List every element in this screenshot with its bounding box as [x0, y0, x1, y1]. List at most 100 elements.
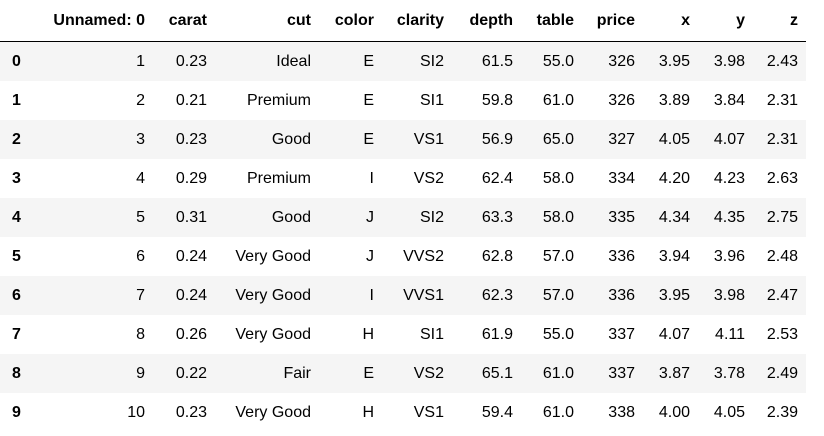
table-cell: 0.31	[175, 208, 207, 226]
table-cell: SI2	[419, 208, 444, 226]
table-cell: J	[366, 208, 374, 226]
table-cell: VS1	[413, 403, 444, 421]
row-index: 9	[12, 403, 21, 421]
table-cell: 4.34	[658, 208, 690, 226]
table-cell: 336	[608, 286, 635, 304]
table-cell: 3.95	[658, 286, 690, 304]
table-cell: Good	[271, 130, 311, 148]
dataframe: Unnamed: 0 carat cut color clarity depth table…	[0, 0, 806, 433]
table-cell: 4.11	[715, 325, 745, 343]
table-cell: 2.31	[766, 91, 798, 109]
table-cell: 335	[608, 208, 635, 226]
table-cell: E	[363, 52, 374, 70]
corner	[0, 0, 35, 42]
table-cell: 4.05	[713, 403, 745, 421]
table-cell: 2.39	[766, 403, 798, 421]
table-row: 0 1 0.23 Ideal E SI2 61.5 55.0 326 3.95 3.98 2.43	[0, 41, 806, 81]
table-cell: 6	[136, 247, 145, 265]
table-cell: 59.4	[481, 403, 513, 421]
table-cell: 327	[608, 130, 635, 148]
table-cell: 58.0	[542, 208, 574, 226]
table-cell: 0.24	[175, 247, 207, 265]
table-cell: E	[363, 130, 374, 148]
table-row: 9 10 0.23 Very Good H VS1 59.4 61.0 338 4.00 4.05 2…	[0, 393, 806, 432]
table-cell: 326	[608, 52, 635, 70]
table-cell: VVS1	[403, 286, 444, 304]
table-cell: H	[362, 403, 374, 421]
table-cell: 65.1	[481, 364, 513, 382]
table-cell: 59.8	[481, 91, 513, 109]
table-cell: 2.43	[766, 52, 798, 70]
table-cell: 65.0	[542, 130, 574, 148]
table-row: 4 5 0.31 Good J SI2 63.3 58.0 335 4.34 4.35 2.75	[0, 198, 806, 237]
table-cell: 0.24	[175, 286, 207, 304]
table-cell: 10	[127, 403, 145, 421]
table-cell: VS1	[413, 130, 444, 148]
table-cell: Premium	[246, 169, 311, 187]
table-cell: 2.53	[766, 325, 798, 343]
row-index: 1	[12, 91, 21, 109]
table-cell: 61.0	[542, 91, 574, 109]
table-cell: 57.0	[542, 247, 574, 265]
column-header: Unnamed: 0	[35, 0, 153, 42]
table-cell: Very Good	[235, 286, 311, 304]
column-header: clarity	[382, 0, 452, 42]
header-row: Unnamed: 0 carat cut color clarity depth table…	[0, 0, 806, 42]
table-body: 0 1 0.23 Ideal E SI2 61.5 55.0 326 3.95 3.98 2.43 1 2…	[0, 41, 806, 433]
table-cell: Ideal	[276, 52, 311, 70]
table-cell: 2.63	[766, 169, 798, 187]
column-header: color	[319, 0, 382, 42]
column-header: cut	[215, 0, 319, 42]
table-cell: 4.07	[658, 325, 690, 343]
table-cell: E	[363, 91, 374, 109]
table-cell: 3.94	[658, 247, 690, 265]
table-cell: 338	[608, 403, 635, 421]
table-cell: 57.0	[542, 286, 574, 304]
table-cell: 4.23	[713, 169, 745, 187]
table-cell: 334	[608, 169, 635, 187]
table-row: 1 2 0.21 Premium E SI1 59.8 61.0 326 3.89 3.84 2.31	[0, 81, 806, 120]
table-cell: 3.96	[713, 247, 745, 265]
table-cell: 3.95	[658, 52, 690, 70]
table-cell: Very Good	[235, 403, 311, 421]
table-cell: I	[369, 169, 374, 187]
table-cell: 2.75	[766, 208, 798, 226]
column-header: y	[698, 0, 753, 42]
table-cell: 1	[136, 52, 145, 70]
table-cell: 56.9	[481, 130, 513, 148]
table-cell: VS2	[413, 169, 444, 187]
table-cell: Very Good	[235, 247, 311, 265]
table-cell: 2.48	[766, 247, 798, 265]
table-cell: 337	[608, 364, 635, 382]
table-row: 6 7 0.24 Very Good I VVS1 62.3 57.0 336 3.95 3.98 2…	[0, 276, 806, 315]
table-header: Unnamed: 0 carat cut color clarity depth table…	[0, 0, 806, 42]
table-cell: 2.49	[766, 364, 798, 382]
table-row: 2 3 0.23 Good E VS1 56.9 65.0 327 4.05 4.07 2.31	[0, 120, 806, 159]
table-cell: 337	[608, 325, 635, 343]
table-cell: 4.05	[658, 130, 690, 148]
table-cell: 0.29	[175, 169, 207, 187]
table-cell: 5	[136, 208, 145, 226]
table-cell: 55.0	[542, 52, 574, 70]
table-cell: 55.0	[542, 325, 574, 343]
row-index: 4	[12, 208, 21, 226]
table-cell: 61.5	[481, 52, 513, 70]
table-row: 8 9 0.22 Fair E VS2 65.1 61.0 337 3.87 3.78 2.49	[0, 354, 806, 393]
table-row: 7 8 0.26 Very Good H SI1 61.9 55.0 337 4.07 4.11 2.…	[0, 315, 806, 354]
table-cell: 4	[136, 169, 145, 187]
column-header: depth	[452, 0, 521, 42]
table-cell: Good	[271, 208, 311, 226]
table-cell: Very Good	[235, 325, 311, 343]
table-cell: SI1	[419, 325, 444, 343]
table-cell: 3.89	[658, 91, 690, 109]
table-cell: 58.0	[542, 169, 574, 187]
table-cell: 4.20	[658, 169, 690, 187]
table-cell: 62.8	[481, 247, 513, 265]
table-cell: 2.31	[766, 130, 798, 148]
row-index: 3	[12, 169, 21, 187]
row-index: 6	[12, 286, 21, 304]
table-cell: 0.23	[175, 403, 207, 421]
table-cell: 3	[136, 130, 145, 148]
table-cell: 4.07	[713, 130, 745, 148]
table-cell: Fair	[283, 364, 311, 382]
